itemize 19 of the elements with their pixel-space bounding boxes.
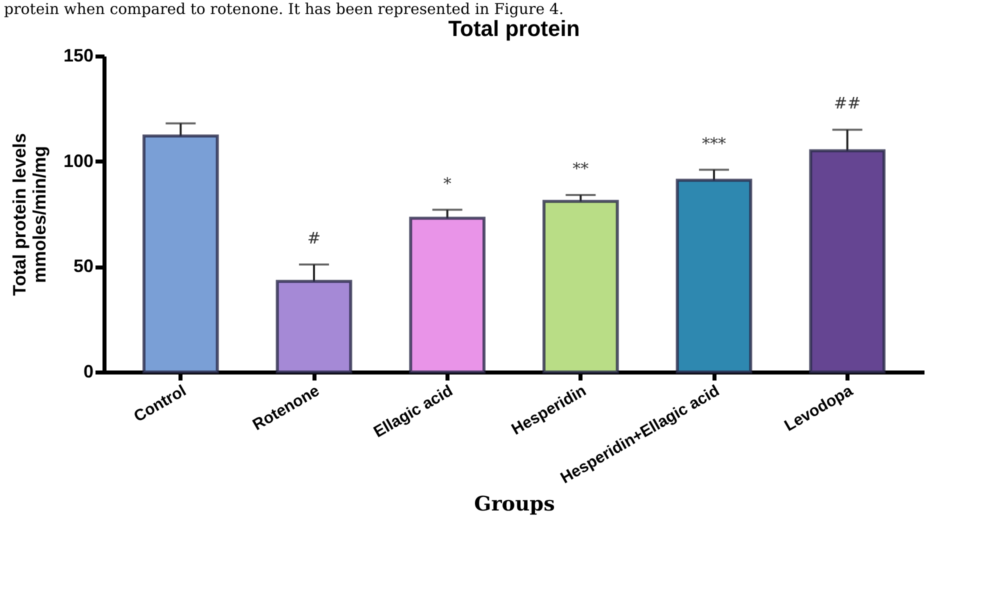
data-label: * — [443, 174, 452, 193]
bar — [142, 134, 219, 374]
y-tick-label: 100 — [63, 150, 94, 171]
y-tick-label: 150 — [63, 46, 94, 66]
data-label: ## — [834, 94, 861, 113]
bar — [542, 200, 619, 374]
x-axis-title: Groups — [474, 491, 555, 516]
data-label: *** — [702, 134, 726, 153]
text: protein when compared to rotenone. It has been represented in Figure 4. — [3, 0, 565, 18]
data-label: ** — [572, 159, 589, 178]
bar — [809, 149, 886, 374]
y-tick-label: 50 — [73, 256, 94, 276]
y-axis-title: Total protein levels mmoles/min/mg — [9, 133, 50, 296]
data-label: # — [307, 228, 321, 248]
chart-title: Total protein — [448, 16, 580, 41]
bar — [409, 216, 486, 374]
y-tick-label: 0 — [83, 362, 94, 382]
bar — [276, 280, 352, 374]
bar — [676, 178, 752, 374]
